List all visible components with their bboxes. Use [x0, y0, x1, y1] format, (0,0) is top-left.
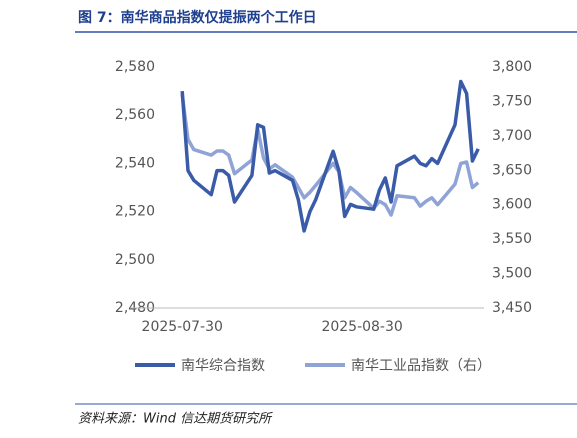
- y-tick-label: 2,580: [115, 59, 155, 75]
- y2-tick-label: 3,650: [492, 162, 532, 178]
- y2-tick-label: 3,750: [492, 93, 532, 109]
- y2-tick-label: 3,500: [492, 266, 532, 282]
- y-tick-label: 2,540: [115, 155, 155, 171]
- y-tick-label: 2,560: [115, 107, 155, 123]
- y2-tick-label: 3,700: [492, 128, 532, 144]
- y2-tick-label: 3,800: [492, 59, 532, 75]
- x-tick-label: 2025-07-30: [142, 319, 223, 335]
- legend-label: 南华综合指数: [181, 358, 265, 374]
- series-line: [180, 94, 480, 217]
- x-tick-label: 2025-08-30: [321, 319, 402, 335]
- y2-tick-label: 3,600: [492, 197, 532, 213]
- figure-title: 图 7：南华商品指数仅提振两个工作日: [78, 9, 317, 26]
- y-tick-label: 2,500: [115, 252, 155, 268]
- legend-label: 南华工业品指数（右）: [351, 358, 491, 374]
- source: 资料来源：Wind 信达期货研究所: [78, 411, 273, 427]
- y2-tick-label: 3,550: [492, 231, 532, 247]
- y-tick-label: 2,520: [115, 204, 155, 220]
- series-line: [180, 79, 480, 233]
- y2-tick-label: 3,450: [492, 300, 532, 316]
